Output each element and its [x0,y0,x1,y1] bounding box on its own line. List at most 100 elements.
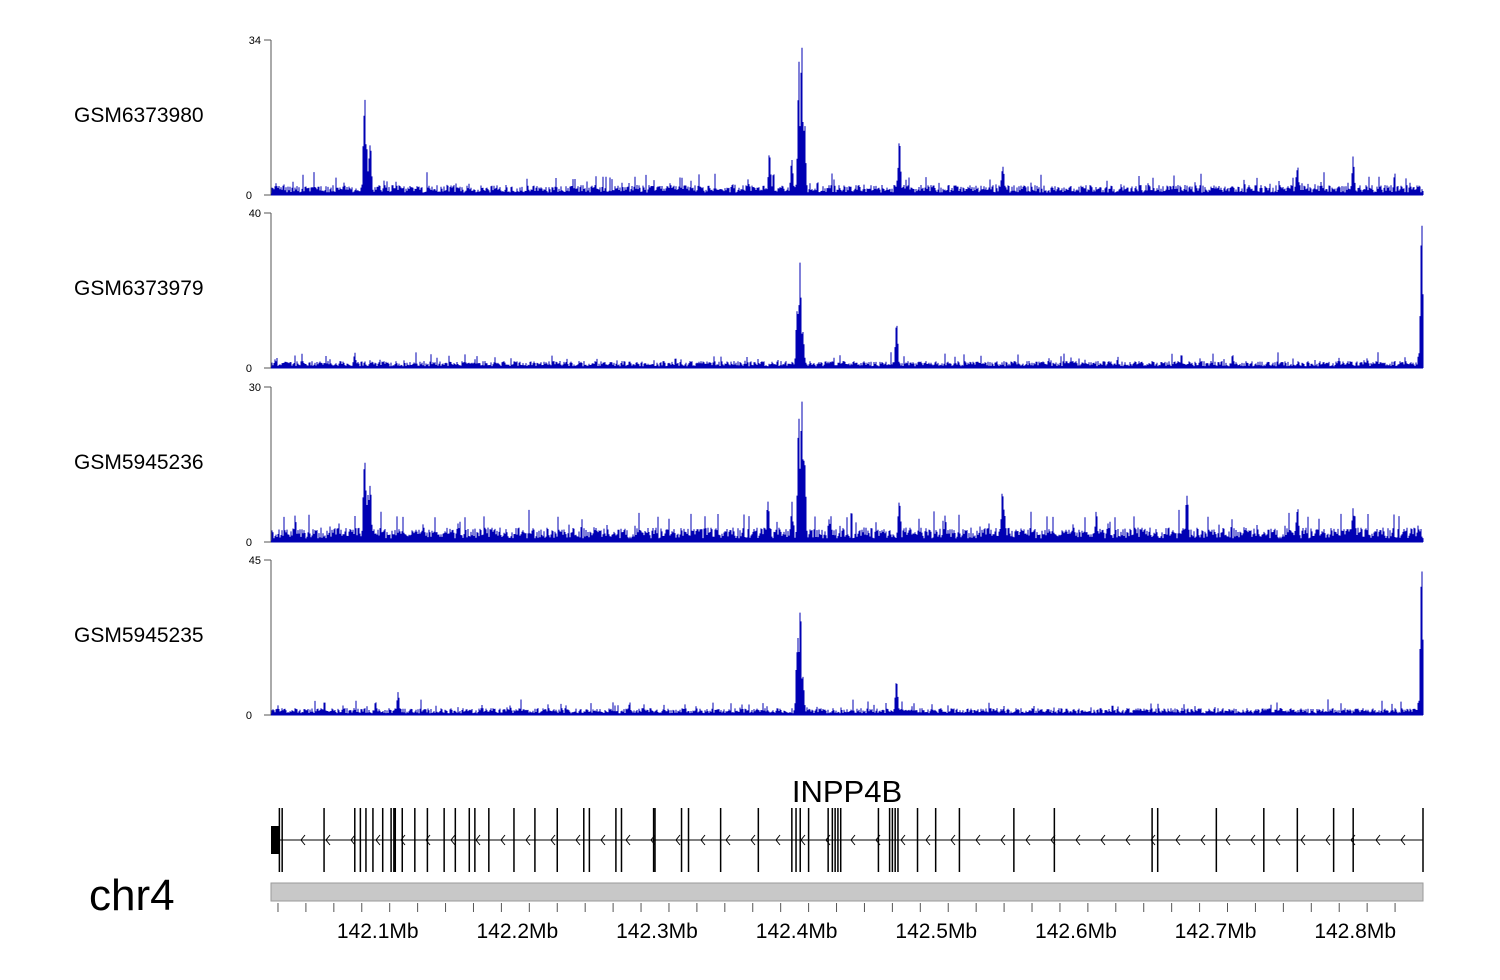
chromosome-label: chr4 [89,871,175,920]
gene-exon [414,808,416,872]
strand-arrow [1275,834,1281,846]
gene-exon [393,808,395,872]
strand-arrow [1400,834,1406,846]
gene-exon [1332,808,1335,872]
signal-track: GSM5945235 45 0 [74,555,1424,722]
strand-arrow [475,834,481,846]
gene-exon [1422,808,1424,872]
strand-arrow [500,834,506,846]
gene-exon [556,808,559,872]
strand-arrow [775,834,781,846]
gene-exon [1053,808,1056,872]
gene-exon [372,808,374,872]
axis-tick-label: 142.1Mb [337,920,419,943]
y-min-label: 0 [246,710,252,722]
gene-exon [652,808,655,872]
gene-exon [1215,808,1218,872]
gene-exon [877,808,880,872]
gene-exon [394,808,397,872]
track-label: GSM6373980 [74,104,204,127]
strand-arrow [750,834,756,846]
gene-exon [281,808,283,872]
gene-exon [934,808,937,872]
track-label: GSM5945235 [74,624,204,647]
track-label: GSM5945236 [74,451,204,474]
gene-exon [454,808,457,872]
gene-exon [827,808,829,872]
gene-exon [534,808,536,872]
signal-tracks: GSM6373980340GSM6373979400GSM5945236300G… [74,35,1424,722]
gene-exon [426,808,429,872]
strand-arrow [625,834,631,846]
signal-coverage-bars [271,571,1424,715]
strand-arrow [1075,834,1081,846]
gene-exon [620,808,623,872]
axis-tick-label: 142.5Mb [895,920,977,943]
strand-arrow [725,834,731,846]
gene-exon [1151,808,1153,872]
gene-exon [791,808,793,872]
strand-arrow [550,834,556,846]
strand-arrow [1225,834,1231,846]
gene-exon [1013,808,1015,872]
signal-track: GSM6373979 40 0 [74,208,1424,375]
gene-exon [897,808,899,872]
gene-exon [837,808,839,872]
strand-arrow [1175,834,1181,846]
gene-exon [916,808,919,872]
strand-arrow [600,834,606,846]
signal-track: GSM5945236 30 0 [74,382,1424,549]
gene-exon [1352,808,1354,872]
gene-exon [958,808,961,872]
gene-exon [894,808,896,872]
axis-tick-label: 142.2Mb [476,920,558,943]
y-max-label: 34 [249,35,261,47]
axis-tick-label: 142.4Mb [756,920,838,943]
gene-exon [834,808,836,872]
gene-exon [615,808,617,872]
gene-exon [795,808,797,872]
gene-name-label: INPP4B [792,774,902,809]
genome-axis: chr4 142.1Mb 142.2Mb 142.3Mb 142.4Mb 142.5Mb… [89,871,1424,943]
chromosome-ideogram-bar [270,882,1424,902]
strand-arrow [1250,834,1256,846]
gene-exon [799,808,801,872]
gene-exon [888,808,891,872]
gene-exon [807,808,810,872]
gene-exon [468,808,471,872]
y-max-label: 30 [249,382,261,394]
gene-exon [891,808,894,872]
axis-tick-label: 142.3Mb [616,920,698,943]
gene-exon [687,808,690,872]
y-min-label: 0 [246,190,252,202]
strand-arrow [1150,834,1156,846]
strand-arrow [400,834,406,846]
gene-exon [323,808,325,872]
strand-arrow [700,834,706,846]
strand-arrow [575,834,581,846]
gene-exon [1156,808,1159,872]
gene-exon [365,808,367,872]
strand-arrow [1375,834,1381,846]
strand-arrow [1100,834,1106,846]
gene-exon [474,808,476,872]
gene-exon [278,808,281,872]
signal-track: GSM6373980 34 0 [74,35,1424,202]
signal-coverage-bars [271,47,1424,195]
strand-arrow [850,834,856,846]
strand-arrow [375,834,381,846]
strand-arrow [1025,834,1031,846]
gene-exon [443,808,445,872]
strand-arrow [800,834,806,846]
strand-arrow [1125,834,1131,846]
axis-tick-label: 142.7Mb [1175,920,1257,943]
gene-exon [488,808,490,872]
gene-exon [654,808,656,872]
gene-exon [680,808,683,872]
gene-exon [831,808,834,872]
gene-exon [513,808,515,872]
strand-arrow [525,834,531,846]
axis-tick-label: 142.8Mb [1314,920,1396,943]
gene-exon [390,808,392,872]
